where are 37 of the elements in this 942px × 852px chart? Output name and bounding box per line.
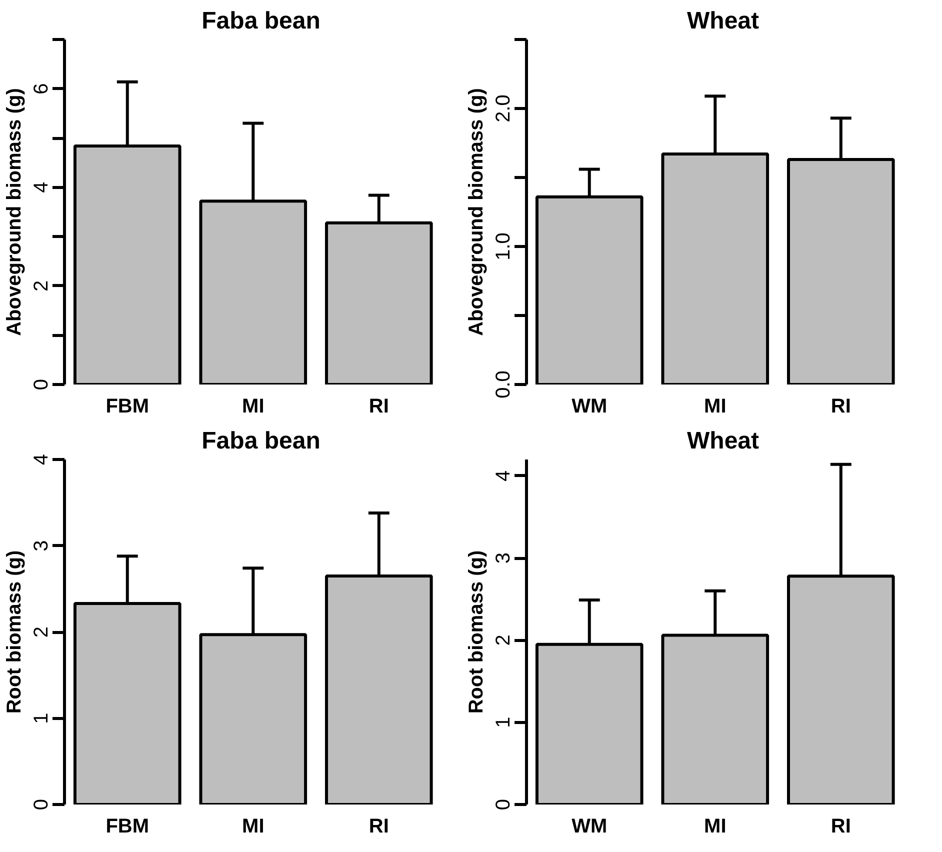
y-tick-label: 1.0 <box>492 232 514 260</box>
y-tick-label: 0 <box>30 798 52 810</box>
y-tick-label: 0.0 <box>492 370 514 398</box>
y-tick-label: 2 <box>492 634 514 646</box>
y-tick-label: 4 <box>30 182 52 193</box>
y-axis-title: Root biomass (g) <box>466 550 488 714</box>
x-tick-label: MI <box>704 396 726 418</box>
y-tick-label: 2 <box>30 626 52 638</box>
y-tick-label: 3 <box>492 552 514 564</box>
y-tick-label: 6 <box>30 83 52 94</box>
x-tick-label: MI <box>242 396 264 418</box>
x-tick-label: MI <box>242 816 264 838</box>
y-axis-title: Aboveground biomass (g) <box>466 88 488 336</box>
x-tick-label: RI <box>830 396 851 418</box>
y-tick-label: 1 <box>30 712 52 724</box>
x-tick-label: WM <box>572 396 608 418</box>
chart-title: Faba bean <box>202 8 320 34</box>
chart-title: Wheat <box>687 8 760 34</box>
y-tick-label: 3 <box>30 540 52 552</box>
y-tick-label: 4 <box>492 470 514 482</box>
chart-title: Wheat <box>687 428 760 454</box>
y-tick-label: 0 <box>30 378 52 390</box>
x-tick-label: FBM <box>106 396 150 418</box>
y-tick-label: 2 <box>30 280 52 292</box>
x-tick-label: WM <box>572 816 608 838</box>
chart-title: Faba bean <box>202 428 320 454</box>
x-tick-label: MI <box>704 816 726 838</box>
x-tick-label: FBM <box>106 816 150 838</box>
x-tick-label: RI <box>830 816 851 838</box>
y-axis-title: Aboveground biomass (g) <box>4 88 26 336</box>
x-tick-label: RI <box>368 396 389 418</box>
y-tick-label: 4 <box>30 454 52 466</box>
y-tick-label: 2.0 <box>492 94 514 122</box>
y-tick-label: 0 <box>492 798 514 810</box>
y-tick-label: 1 <box>492 716 514 728</box>
x-tick-label: RI <box>368 816 389 838</box>
y-axis-title: Root biomass (g) <box>4 550 26 714</box>
